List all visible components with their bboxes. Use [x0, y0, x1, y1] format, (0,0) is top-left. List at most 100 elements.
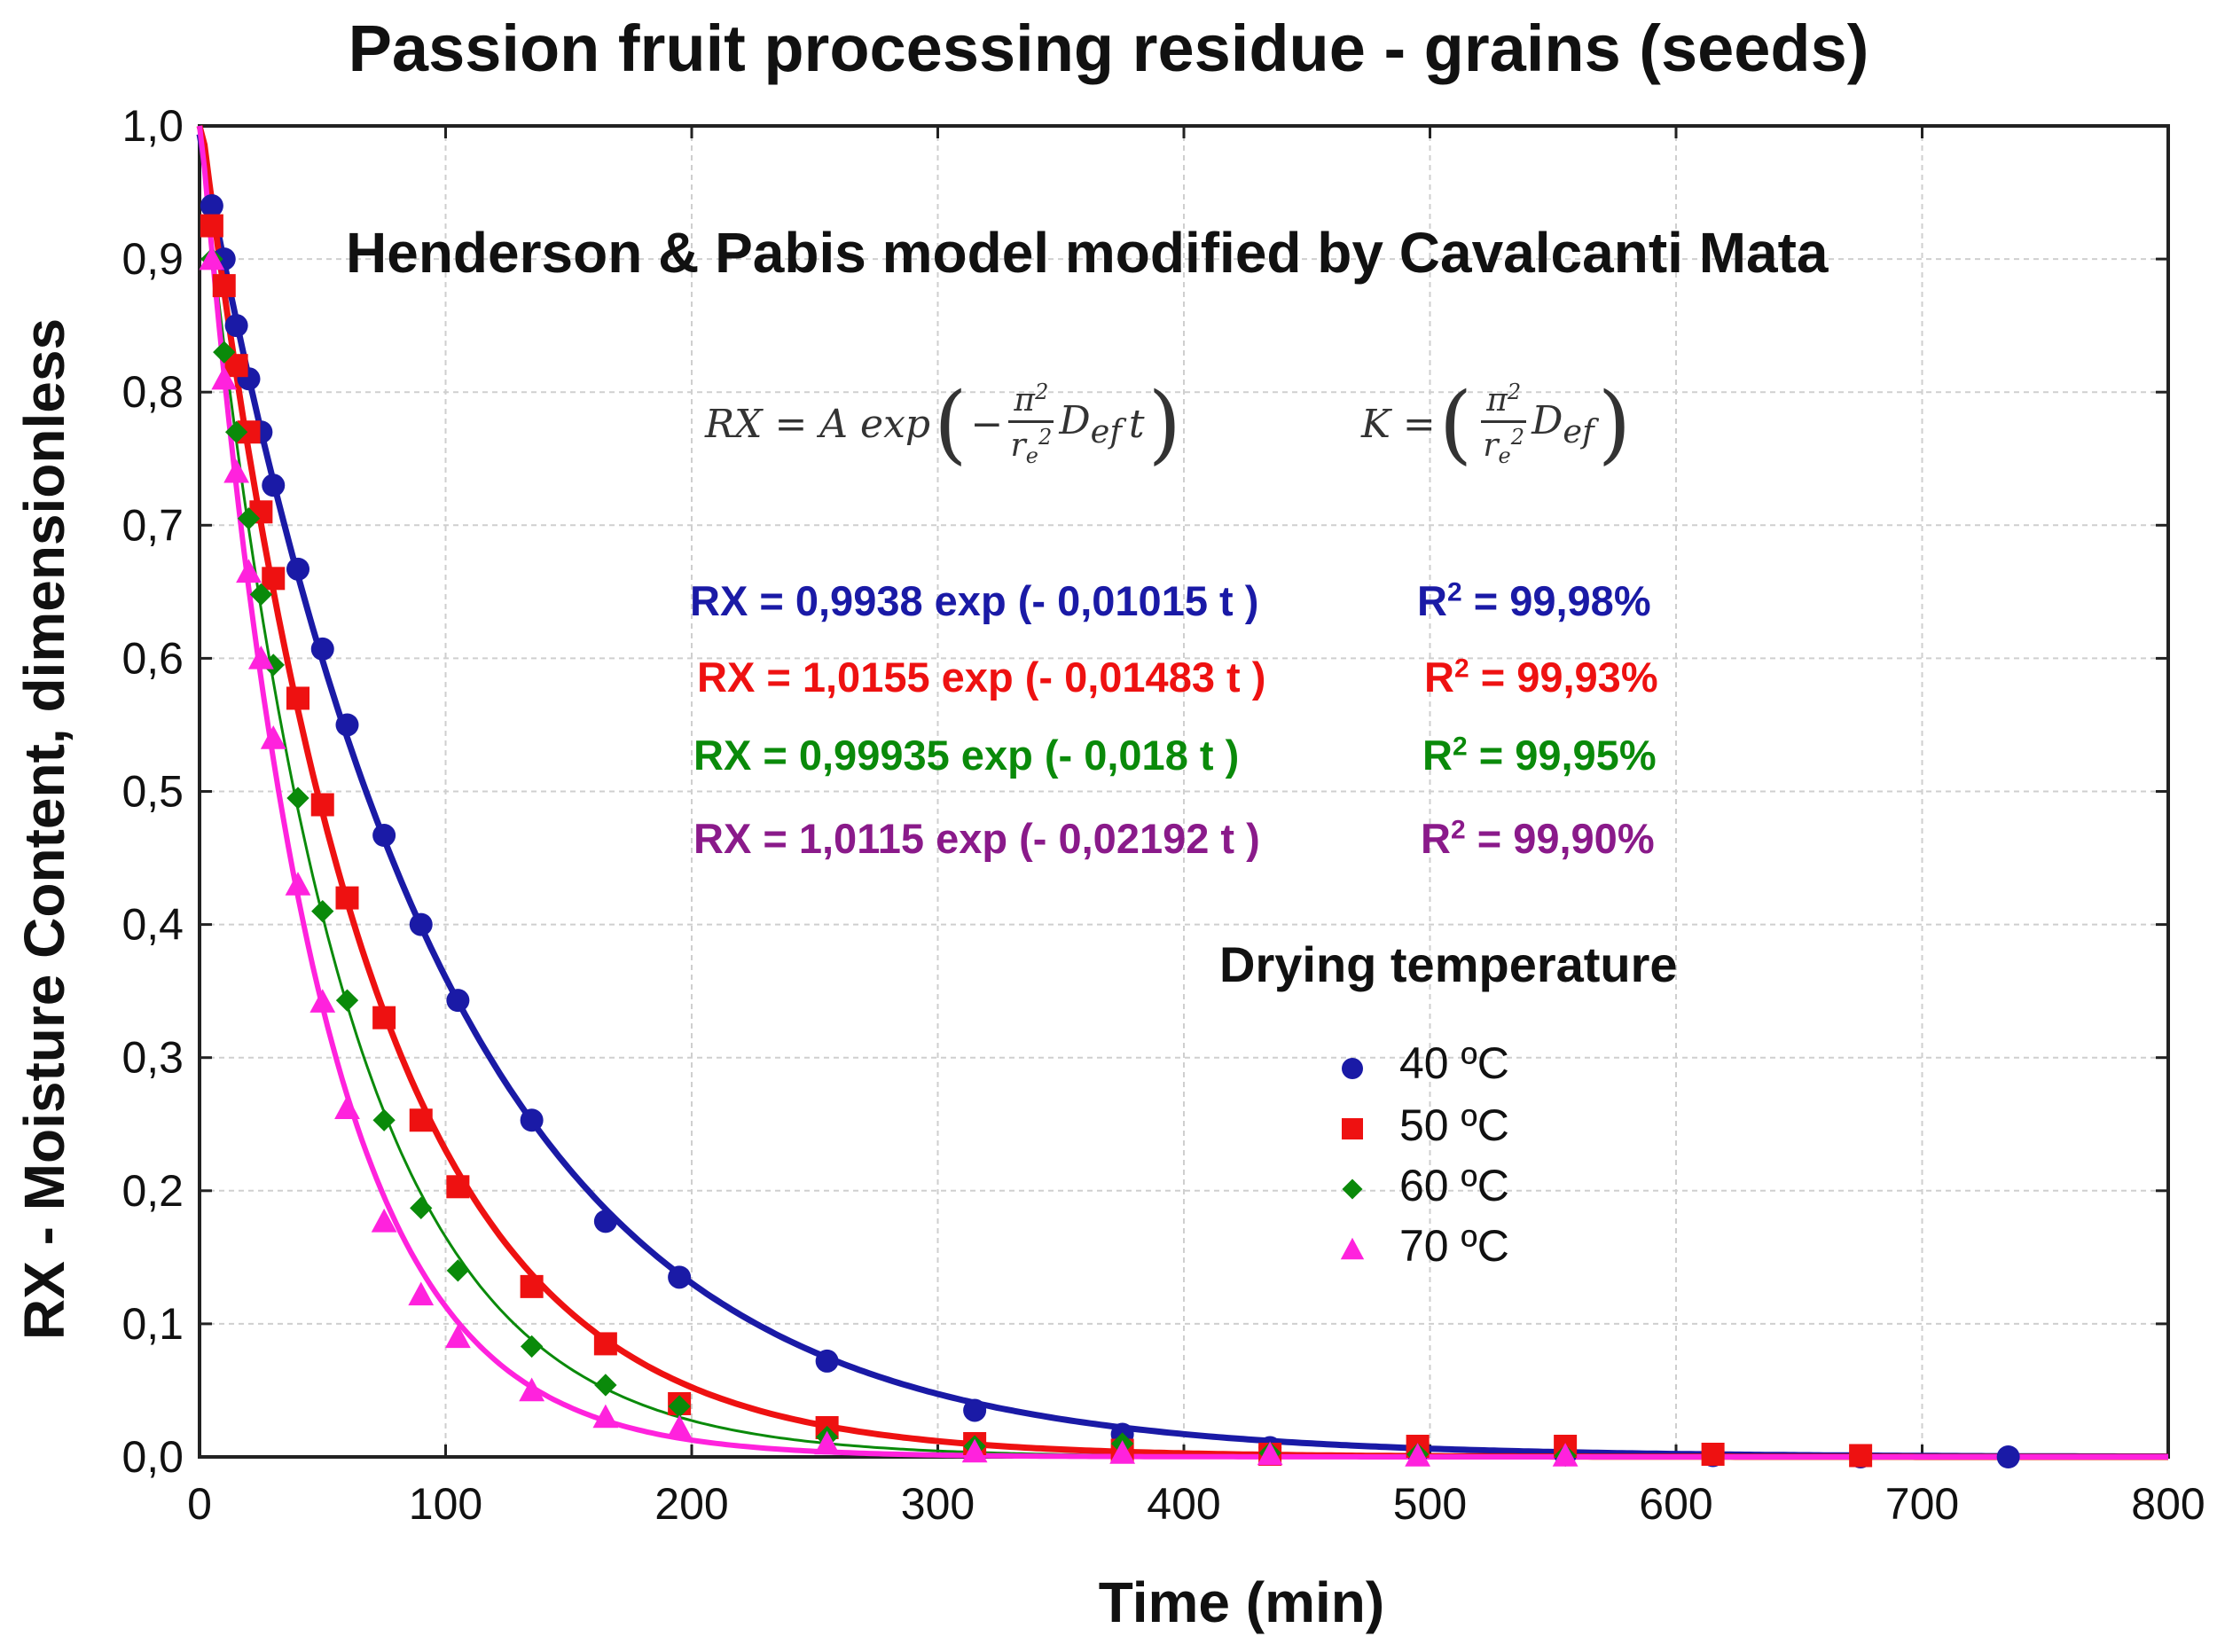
- data-point-60c: [446, 1259, 470, 1282]
- data-point-70c: [1257, 1441, 1283, 1466]
- data-point-60c: [520, 1335, 544, 1358]
- r2-60c: R2 = 99,95%: [1422, 732, 1657, 779]
- data-point-40c: [372, 824, 396, 848]
- data-point-50c: [1701, 1442, 1725, 1466]
- data-point-60c: [213, 341, 236, 364]
- r2-40c: R2 = 99,98%: [1417, 577, 1651, 624]
- data-point-70c: [199, 246, 225, 270]
- data-point-70c: [592, 1404, 619, 1429]
- equation-60c: RX = 0,99935 exp (- 0,018 t ): [693, 732, 1240, 779]
- legend-markers: [1340, 1058, 1365, 1260]
- y-tick-label: 0,1: [121, 1299, 184, 1349]
- data-point-40c: [262, 474, 286, 497]
- x-tick-label: 400: [1147, 1479, 1220, 1529]
- data-point-60c: [237, 507, 261, 530]
- r2-50c: R2 = 99,93%: [1424, 654, 1658, 701]
- data-point-70c: [444, 1324, 471, 1349]
- legend-label-70c: 70 ºC: [1399, 1221, 1509, 1271]
- y-tick-label: 1,0: [121, 101, 184, 151]
- data-point-50c: [409, 1108, 433, 1132]
- equation-70c: RX = 1,0115 exp (- 0,02192 t ): [693, 815, 1260, 862]
- data-point-70c: [211, 365, 238, 390]
- data-point-60c: [594, 1374, 617, 1397]
- data-point-40c: [335, 713, 359, 737]
- data-point-60c: [262, 654, 285, 677]
- y-tick-label: 0,8: [121, 367, 184, 417]
- data-point-40c: [200, 194, 223, 218]
- data-point-60c: [335, 989, 359, 1012]
- formula-t: t: [1128, 401, 1145, 447]
- data-point-70c: [260, 725, 286, 749]
- x-tick-label: 200: [654, 1479, 728, 1529]
- grid: [200, 126, 2168, 1457]
- y-tick-label: 0,4: [121, 900, 184, 950]
- data-point-60c: [372, 1108, 396, 1131]
- data-point-40c: [409, 912, 433, 936]
- data-point-50c: [212, 274, 236, 298]
- chart-title: Passion fruit processing residue - grain…: [348, 12, 1869, 85]
- k-formula: K = ( π2 re2 Def ): [1361, 374, 1632, 474]
- y-tick-label: 0,7: [121, 500, 184, 550]
- data-point-50c: [310, 793, 334, 817]
- k-formula-lhs: K =: [1361, 401, 1436, 447]
- legend-label-50c: 50 ºC: [1399, 1100, 1509, 1150]
- data-point-70c: [666, 1414, 693, 1439]
- x-tick-label: 600: [1639, 1479, 1712, 1529]
- data-point-70c: [236, 559, 262, 583]
- model-title: Henderson & Pabis model modified by Cava…: [346, 221, 1829, 285]
- formula-def: Def: [1059, 397, 1122, 450]
- data-point-40c: [593, 1210, 617, 1233]
- x-tick-label: 700: [1885, 1479, 1959, 1529]
- formula-neg: −: [970, 401, 1004, 447]
- data-point-50c: [520, 1274, 544, 1298]
- data-point-70c: [408, 1281, 435, 1306]
- data-point-40c: [520, 1108, 544, 1132]
- data-point-50c: [593, 1332, 617, 1356]
- y-axis-title: RX - Moisture Content, dimensionless: [12, 317, 76, 1341]
- data-point-70c: [961, 1438, 988, 1463]
- data-point-60c: [249, 583, 273, 607]
- equation-50c: RX = 1,0155 exp (- 0,01483 t ): [697, 654, 1266, 701]
- x-tick-label: 0: [187, 1479, 212, 1529]
- data-point-70c: [223, 458, 250, 483]
- fit-curve-70c: [197, 125, 2168, 1460]
- data-point-70c: [1109, 1440, 1136, 1464]
- data-point-40c: [1996, 1445, 2020, 1468]
- data-point-50c: [335, 886, 359, 910]
- data-point-60c: [224, 420, 248, 443]
- axis-ticks: 0 100 200 300 400 500 600 700 800 0,0 0,1 0,2 0,3 0,4…: [121, 101, 2205, 1529]
- data-point-40c: [963, 1398, 987, 1422]
- data-point-40c: [668, 1265, 692, 1289]
- data-point-40c: [815, 1349, 839, 1373]
- y-tick-label: 0,3: [121, 1033, 184, 1083]
- equation-40c: RX = 0,9938 exp (- 0,01015 t ): [690, 577, 1259, 624]
- y-tick-label: 0,9: [121, 234, 184, 284]
- x-tick-label: 300: [901, 1479, 975, 1529]
- data-point-70c: [334, 1095, 360, 1119]
- data-point-40c: [310, 637, 334, 661]
- data-point-40c: [446, 989, 470, 1013]
- data-point-70c: [1552, 1443, 1579, 1467]
- data-point-70c: [371, 1208, 397, 1233]
- data-point-60c: [668, 1395, 691, 1418]
- formula-fraction: π2 re2: [1008, 380, 1054, 468]
- r2-70c: R2 = 99,90%: [1421, 815, 1655, 862]
- y-tick-label: 0,2: [121, 1166, 184, 1216]
- data-points: [199, 194, 2020, 1468]
- legend-title: Drying temperature: [1219, 936, 1678, 992]
- data-point-50c: [286, 686, 309, 710]
- x-tick-label: 500: [1393, 1479, 1467, 1529]
- data-point-40c: [286, 557, 309, 581]
- k-formula-def: Def: [1532, 397, 1594, 450]
- y-tick-label: 0,0: [121, 1432, 184, 1482]
- y-tick-label: 0,6: [121, 633, 184, 683]
- legend-marker-40c: [1342, 1058, 1363, 1079]
- data-point-70c: [247, 646, 274, 669]
- data-point-50c: [446, 1175, 470, 1199]
- data-point-70c: [1405, 1443, 1431, 1467]
- data-point-60c: [311, 899, 334, 923]
- data-point-40c: [224, 314, 248, 338]
- y-tick-label: 0,5: [121, 767, 184, 817]
